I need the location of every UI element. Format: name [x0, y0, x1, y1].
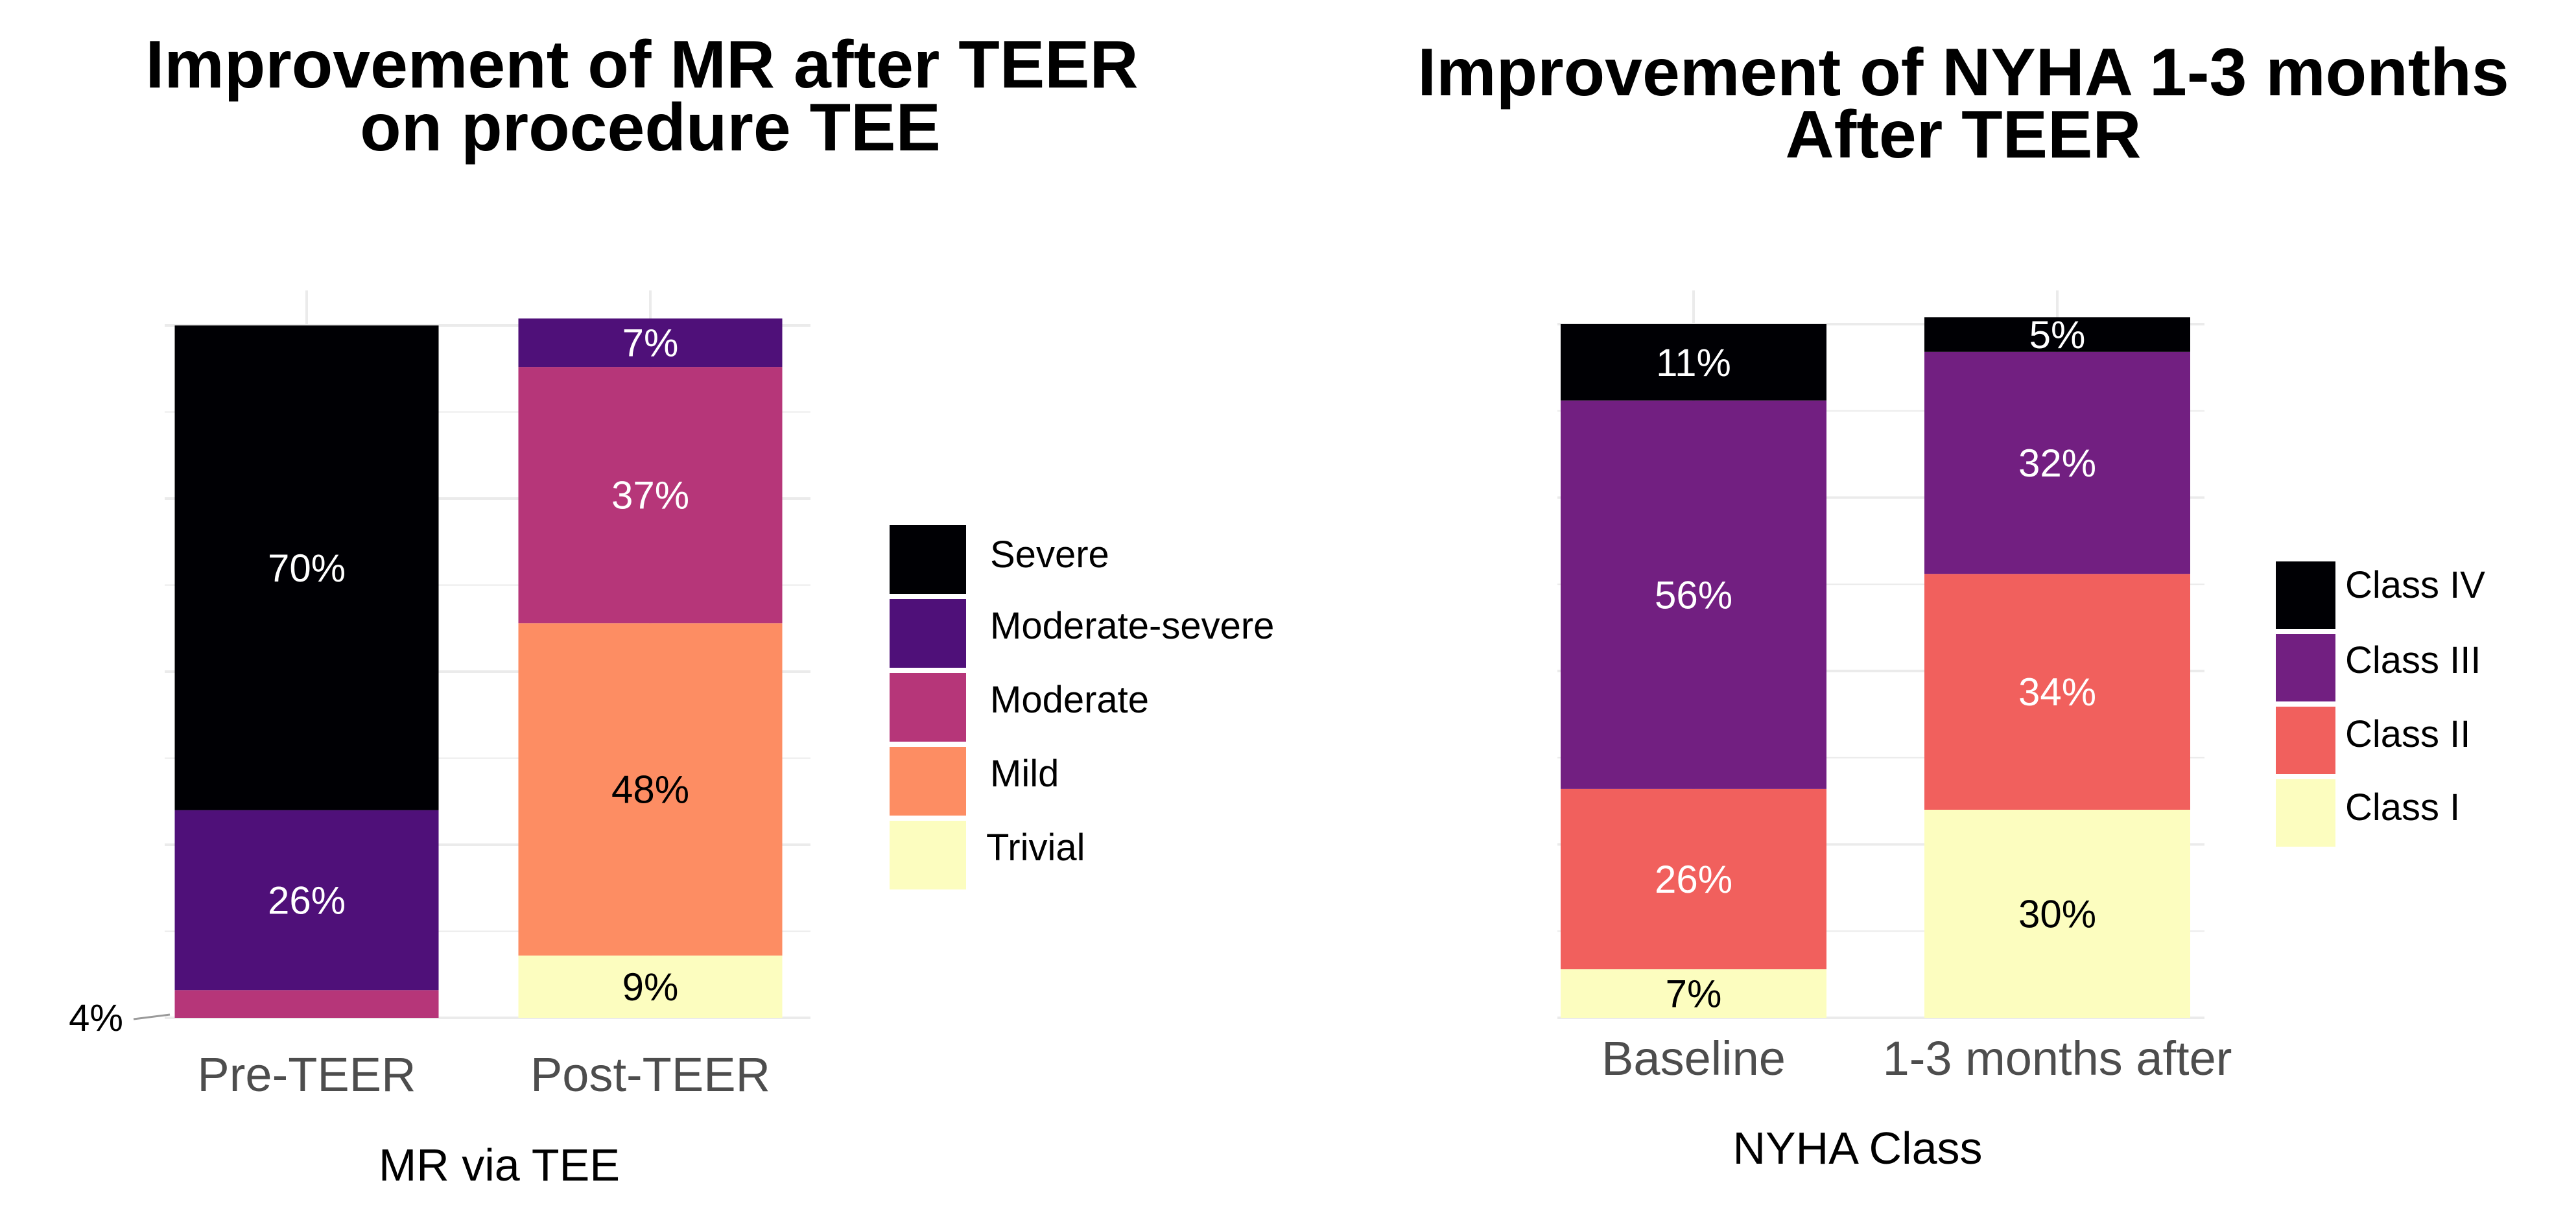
legend-label-trivial: Trivial — [986, 827, 1085, 869]
legend-key-class-i — [2276, 779, 2335, 847]
legend-key-severe — [890, 525, 966, 594]
legend-key-mild — [890, 747, 966, 816]
mr-label-post-teer-trivial: 9% — [622, 965, 679, 1009]
nyha-label-baseline-class-i: 7% — [1666, 972, 1722, 1016]
mr-bars: 26% 70% 9% 48% 37% 7% — [174, 318, 783, 1018]
mr-label-post-teer-mild: 48% — [611, 768, 689, 812]
mr-title-line-2: on procedure TEE — [360, 90, 941, 165]
nyha-xtick-baseline: Baseline — [1601, 1031, 1786, 1085]
mr-label-pre-teer-moderate-severe: 26% — [268, 878, 346, 922]
nyha-title-line-1: Improvement of NYHA 1-3 months — [1417, 35, 2509, 110]
mr-legend: Severe Moderate-severe Moderate Mild Tri… — [890, 525, 1274, 889]
mr-xtick-post-teer: Post-TEER — [530, 1048, 770, 1101]
mr-x-axis-label: MR via TEE — [379, 1140, 620, 1190]
nyha-legend: Class IV Class III Class II Class I — [2276, 561, 2485, 847]
nyha-bar-baseline-class-iv — [1561, 324, 1826, 401]
nyha-bar-1-3-months-after-class-iv — [1924, 317, 2190, 352]
nyha-bar-baseline-class-i — [1561, 969, 1826, 1018]
legend-key-class-iii — [2276, 634, 2335, 701]
chart-mr: Improvement of MR after TEER on procedur… — [69, 27, 1274, 1190]
nyha-bar-1-3-months-after-class-iii — [1924, 351, 2190, 574]
mr-bar-pre-teer-severe — [174, 325, 439, 810]
nyha-label-baseline-class-iv: 11% — [1656, 341, 1731, 384]
legend-label-moderate-severe: Moderate-severe — [990, 605, 1274, 647]
legend-label-class-iii: Class III — [2345, 639, 2481, 681]
legend-label-mild: Mild — [990, 753, 1059, 795]
nyha-bar-1-3-months-after-class-ii — [1924, 574, 2190, 810]
legend-key-class-ii — [2276, 707, 2335, 774]
nyha-label-1-3-months-after-class-i: 30% — [2018, 893, 2096, 936]
nyha-label-1-3-months-after-class-iii: 32% — [2018, 441, 2096, 485]
nyha-bar-baseline-class-ii — [1561, 788, 1826, 970]
legend-key-class-iv — [2276, 561, 2335, 629]
mr-bar-post-teer-moderate-severe — [518, 318, 783, 368]
mr-bar-pre-teer-moderate — [174, 990, 439, 1018]
nyha-label-1-3-months-after-class-iv: 5% — [2029, 313, 2086, 357]
nyha-xtick-1-3-months-after: 1-3 months after — [1883, 1031, 2232, 1085]
mr-label-post-teer-moderate-severe: 7% — [622, 322, 679, 365]
nyha-label-baseline-class-ii: 26% — [1655, 858, 1732, 901]
mr-bar-post-teer-trivial — [518, 955, 783, 1018]
nyha-bar-1-3-months-after-class-i — [1924, 810, 2190, 1018]
mr-bar-pre-teer-moderate-severe — [174, 810, 439, 991]
nyha-bars: 7% 26% 56% 11% 30% 34% 32% 5% — [1561, 313, 2190, 1018]
chart-nyha: Improvement of NYHA 1-3 months After TEE… — [1417, 35, 2509, 1173]
legend-label-class-iv: Class IV — [2345, 564, 2485, 606]
mr-label-post-teer-moderate: 37% — [611, 474, 689, 517]
legend-label-class-ii: Class II — [2345, 713, 2470, 755]
nyha-bar-baseline-class-iii — [1561, 400, 1826, 789]
legend-label-class-i: Class I — [2345, 786, 2460, 829]
nyha-x-axis-label: NYHA Class — [1732, 1123, 1982, 1173]
legend-key-moderate — [890, 673, 966, 742]
mr-4pct-leader-line — [133, 1013, 171, 1020]
legend-label-severe: Severe — [990, 534, 1109, 576]
nyha-label-baseline-class-iii: 56% — [1655, 573, 1732, 617]
nyha-label-1-3-months-after-class-ii: 34% — [2018, 670, 2096, 714]
mr-label-pre-teer-severe: 70% — [268, 547, 346, 590]
legend-label-moderate: Moderate — [990, 679, 1149, 721]
mr-4pct-outside-label: 4% — [69, 997, 123, 1039]
mr-xtick-pre-teer: Pre-TEER — [197, 1048, 416, 1101]
nyha-title-line-2: After TEER — [1786, 97, 2142, 172]
mr-bar-post-teer-mild — [518, 623, 783, 956]
legend-key-trivial — [890, 821, 966, 889]
legend-key-moderate-severe — [890, 599, 966, 668]
mr-bar-post-teer-moderate — [518, 367, 783, 624]
mr-title-line-1: Improvement of MR after TEER — [145, 27, 1138, 102]
